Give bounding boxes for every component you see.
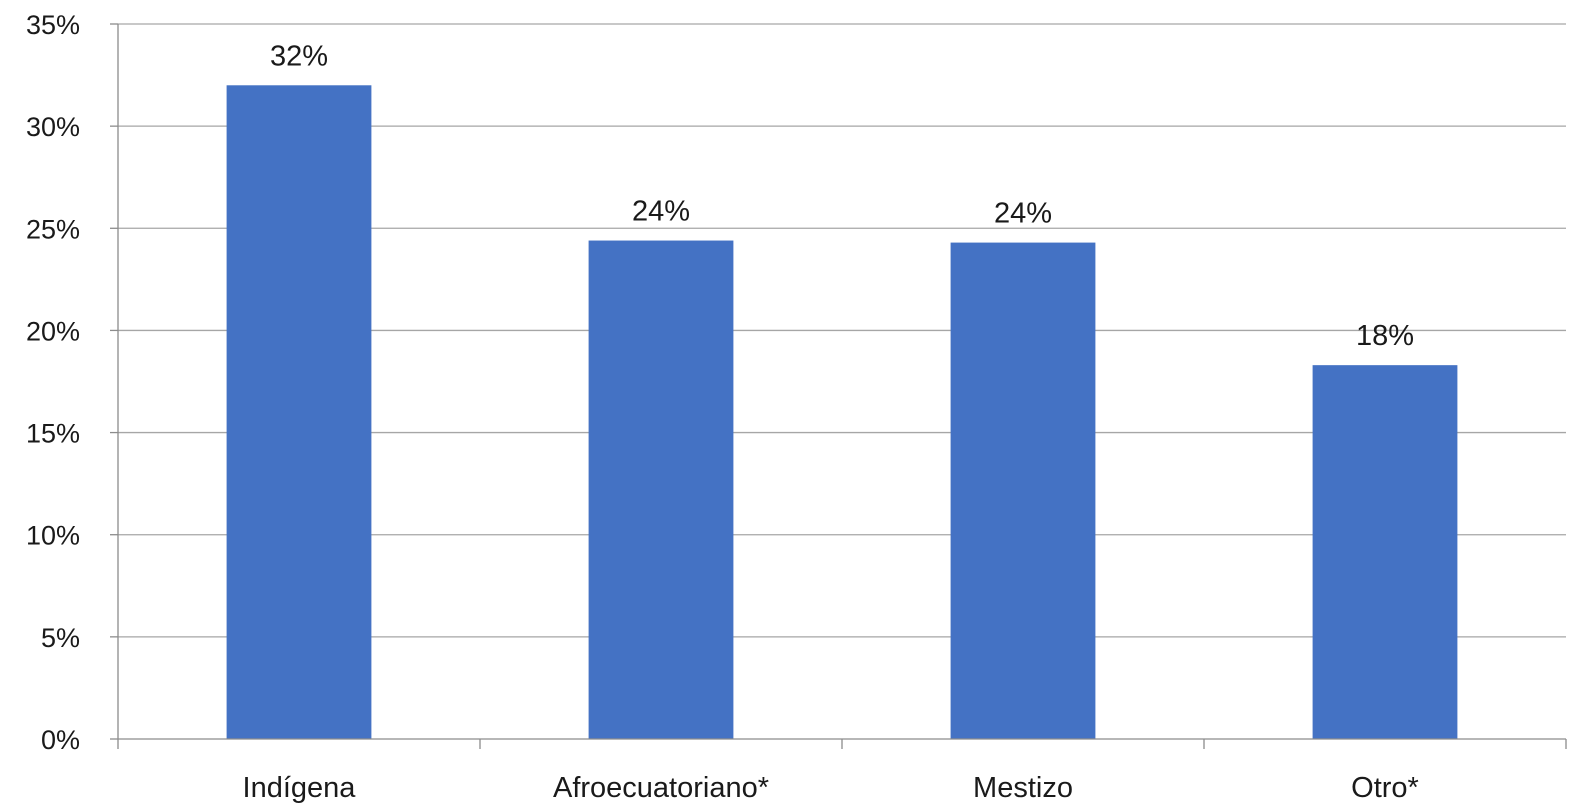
y-tick-label: 30% [26,112,80,142]
y-tick-label: 0% [41,725,80,755]
y-tick-label: 15% [26,419,80,449]
x-category-label: Mestizo [973,772,1073,804]
data-labels: 32% 24% 24% 18% [270,40,1414,352]
data-label: 24% [994,198,1052,230]
bar-4 [1312,365,1458,739]
x-axis-category-labels: Indígena Afroecuatoriano* Mestizo Otro* [243,772,1419,804]
bar-2 [588,240,734,740]
data-label: 24% [632,196,690,228]
data-label: 18% [1356,320,1414,352]
axes [110,23,1567,749]
y-tick-label: 5% [41,623,80,653]
y-tick-label: 10% [26,521,80,551]
x-category-label: Afroecuatoriano* [553,772,769,804]
y-tick-label: 25% [26,214,80,244]
data-label: 32% [270,40,328,72]
bars [226,85,1458,740]
x-category-label: Otro* [1351,772,1419,804]
x-category-label: Indígena [243,772,357,804]
bar-1 [226,85,372,740]
y-tick-label: 35% [26,10,80,40]
y-axis-tick-labels: 0% 5% 10% 15% 20% 25% 30% 35% [26,10,80,755]
y-tick-label: 20% [26,316,80,346]
bar-3 [950,242,1096,740]
